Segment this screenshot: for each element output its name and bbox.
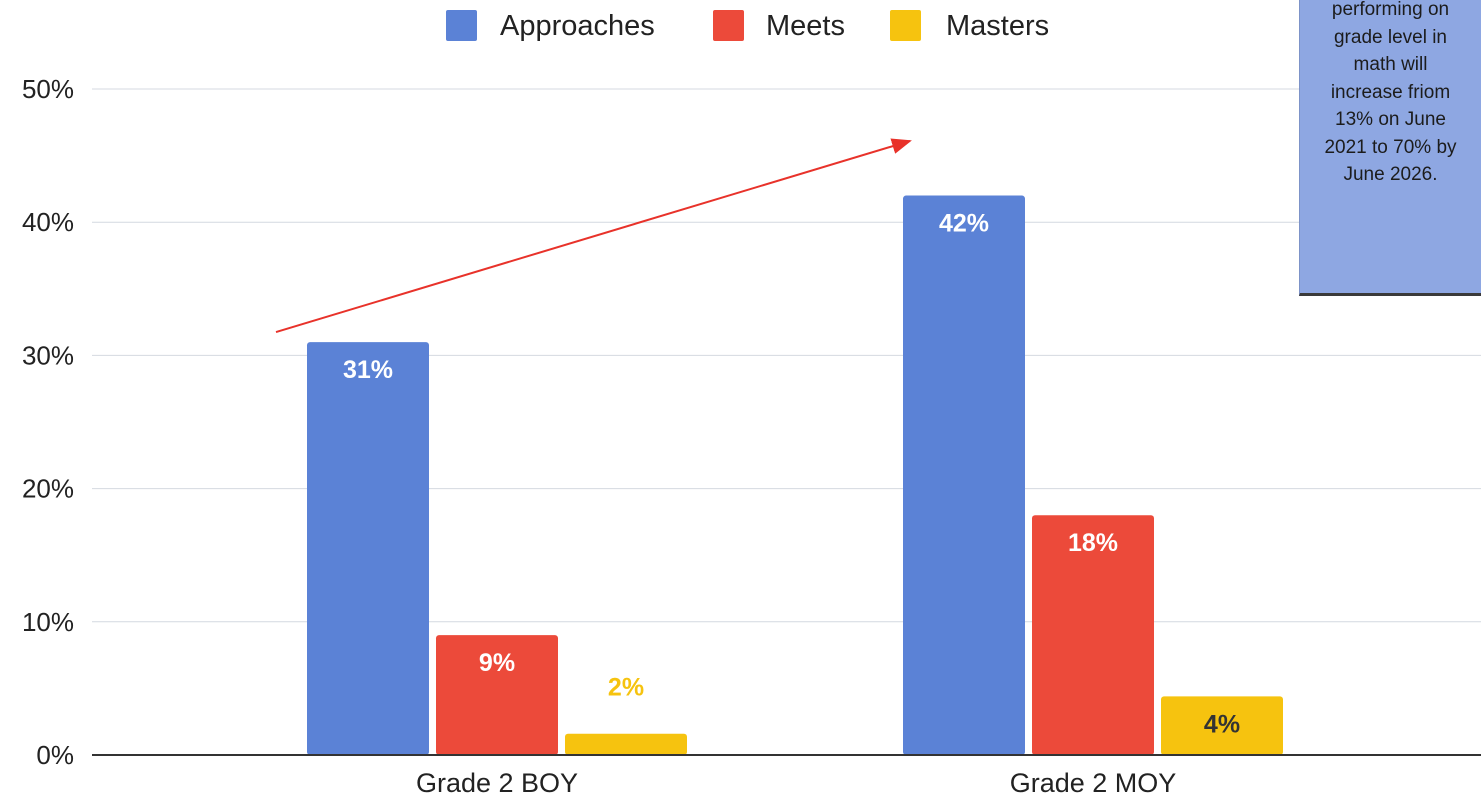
legend-swatch	[713, 10, 744, 41]
y-tick-label: 20%	[22, 474, 74, 504]
legend-swatch	[890, 10, 921, 41]
x-tick-label: Grade 2 BOY	[416, 768, 578, 798]
data-label: 2%	[608, 674, 644, 702]
y-tick-label: 10%	[22, 607, 74, 637]
legend-label: Masters	[946, 10, 1049, 42]
goal-note-line: math will	[1353, 54, 1428, 75]
y-tick-label: 50%	[22, 74, 74, 104]
data-label: 18%	[1068, 529, 1118, 557]
data-label: 9%	[479, 649, 515, 677]
goal-note-box: performing on grade level in math will i…	[1299, 0, 1481, 296]
goal-note-line: June 2026.	[1343, 164, 1438, 185]
data-label: 42%	[939, 210, 989, 238]
bar	[307, 342, 429, 755]
y-tick-label: 40%	[22, 207, 74, 237]
data-label: 4%	[1204, 710, 1240, 738]
goal-note-line: 2021 to 70% by	[1324, 136, 1457, 158]
y-tick-label: 0%	[36, 740, 74, 770]
bar	[1161, 696, 1283, 755]
bar	[903, 195, 1025, 755]
legend-label: Approaches	[500, 10, 655, 42]
bar	[565, 733, 687, 755]
goal-note-line: grade level in	[1333, 26, 1448, 48]
y-tick-label: 30%	[22, 340, 74, 370]
bar	[1032, 515, 1154, 755]
bar	[436, 635, 558, 755]
x-tick-label: Grade 2 MOY	[1010, 768, 1177, 798]
data-label: 31%	[343, 356, 393, 384]
trend-arrow	[275, 138, 912, 334]
legend-label: Meets	[766, 10, 845, 42]
legend-swatch	[446, 10, 477, 41]
goal-note-line: increase friom	[1330, 81, 1451, 103]
goal-note-line: 13% on June	[1335, 109, 1446, 130]
goal-note-line: performing on	[1331, 0, 1450, 20]
